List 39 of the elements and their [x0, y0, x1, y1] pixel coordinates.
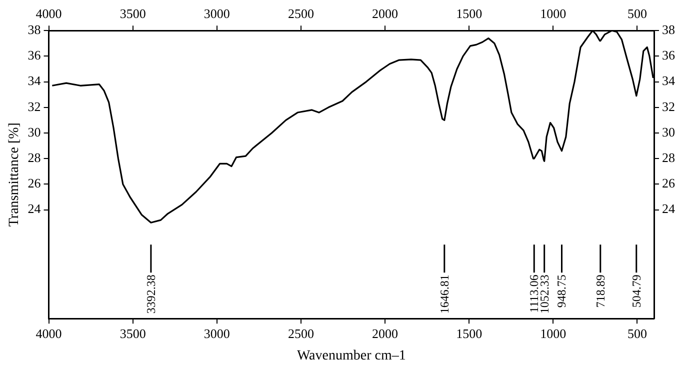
x2-tick-label: 4000 [36, 6, 62, 22]
x-tick-label: 2000 [372, 326, 398, 341]
x2-tick-label: 1500 [456, 6, 482, 22]
y2-tick-label: 24 [662, 201, 676, 216]
y2-tick-label: 32 [662, 98, 675, 114]
y2-tick-label: 26 [662, 176, 676, 191]
y-tick-label: 26 [28, 176, 42, 191]
y2-tick-label: 36 [662, 48, 676, 63]
x2-tick-label: 2000 [372, 6, 398, 22]
x-tick-label: 3000 [204, 326, 230, 341]
ref-line-label: 718.89 [593, 274, 608, 308]
x-tick-label: 1500 [456, 326, 482, 341]
ref-line-label: 3392.38 [144, 274, 158, 314]
x-tick-label: 3500 [120, 326, 146, 341]
y2-tick-label: 38 [662, 22, 675, 38]
x2-tick-label: 3000 [204, 6, 230, 22]
y2-tick-label: 28 [662, 150, 675, 166]
ref-line-label: 948.75 [554, 274, 569, 308]
ref-line-label: 504.79 [629, 274, 644, 308]
x-tick-label: 4000 [36, 326, 62, 341]
y-tick-label: 38 [28, 22, 41, 38]
ref-line-label: 1646.81 [437, 274, 452, 314]
y-tick-label: 34 [28, 73, 42, 88]
x-tick-label: 2500 [288, 326, 314, 341]
y2-tick-label: 30 [662, 124, 675, 140]
y-tick-label: 36 [28, 48, 42, 63]
y-tick-label: 30 [28, 124, 41, 140]
x-axis-title: Wavenumber cm–1 [296, 348, 406, 364]
x2-tick-label: 3500 [120, 6, 146, 22]
y2-tick-label: 34 [662, 73, 676, 88]
x2-tick-label: 500 [627, 6, 647, 22]
y-tick-label: 24 [28, 201, 42, 216]
y-tick-label: 32 [28, 98, 41, 114]
x-tick-label: 1000 [540, 326, 566, 341]
x2-tick-label: 2500 [288, 6, 314, 22]
y-tick-label: 28 [28, 150, 41, 166]
x2-tick-label: 1000 [540, 6, 566, 22]
x-tick-label: 500 [627, 326, 647, 341]
y-axis-title: Transmittance [%] [7, 122, 22, 227]
